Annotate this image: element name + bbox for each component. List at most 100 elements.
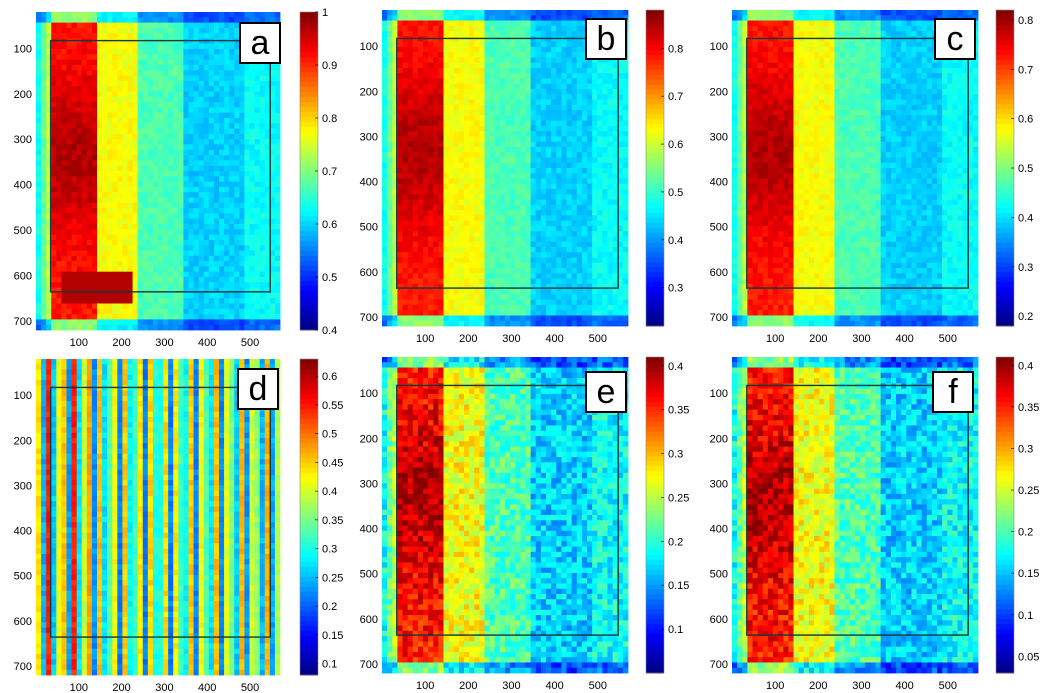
- heatmap-cell: [158, 118, 164, 124]
- heatmap-cell: [56, 282, 62, 288]
- heatmap-cell: [259, 118, 266, 124]
- colorbar-segment: [300, 190, 318, 197]
- heatmap-cell: [56, 22, 62, 29]
- heatmap-cell: [566, 89, 573, 95]
- heatmap-cell: [71, 197, 78, 204]
- heatmap-cell: [520, 41, 526, 48]
- heatmap-cell: [264, 80, 271, 87]
- heatmap-cell: [36, 149, 42, 156]
- heatmap-cell: [112, 12, 118, 18]
- heatmap-cell: [561, 215, 567, 222]
- heatmap-cell: [382, 36, 388, 42]
- heatmap-cell: [152, 33, 159, 39]
- heatmap-cell: [264, 181, 271, 188]
- heatmap-cell: [402, 225, 409, 232]
- heatmap-cell: [264, 319, 271, 326]
- heatmap-cell: [224, 208, 230, 214]
- heatmap-cell: [617, 168, 624, 174]
- heatmap-cell: [474, 10, 480, 16]
- heatmap-cell: [402, 115, 409, 121]
- heatmap-cell: [76, 70, 83, 76]
- heatmap-cell: [97, 133, 103, 140]
- heatmap-cell: [183, 160, 189, 167]
- heatmap-cell: [36, 107, 42, 114]
- heatmap-cell: [269, 271, 276, 278]
- heatmap-cell: [561, 152, 567, 158]
- heatmap-cell: [173, 229, 179, 235]
- heatmap-cell: [269, 266, 276, 273]
- heatmap-cell: [571, 199, 578, 206]
- heatmap-cell: [36, 266, 42, 273]
- heatmap-cell: [597, 131, 603, 137]
- heatmap-cell: [412, 210, 419, 216]
- heatmap-cell: [46, 282, 52, 288]
- heatmap-cell: [117, 245, 123, 251]
- heatmap-cell: [203, 12, 210, 18]
- heatmap-cell: [464, 136, 470, 143]
- heatmap-cell: [269, 123, 276, 129]
- heatmap-cell: [515, 125, 521, 132]
- heatmap-cell: [566, 141, 573, 148]
- heatmap-cell: [81, 213, 88, 220]
- heatmap-cell: [433, 20, 439, 27]
- heatmap-cell: [448, 83, 455, 90]
- heatmap-cell: [203, 234, 210, 241]
- heatmap-cell: [239, 197, 245, 204]
- heatmap-cell: [249, 202, 255, 209]
- heatmap-cell: [592, 168, 598, 174]
- heatmap-cell: [535, 162, 542, 169]
- heatmap-cell: [71, 118, 78, 124]
- heatmap-cell: [474, 199, 480, 206]
- heatmap-cell: [183, 96, 189, 103]
- heatmap-cell: [402, 131, 409, 137]
- heatmap-cell: [602, 115, 608, 121]
- heatmap-cell: [259, 314, 266, 320]
- heatmap-cell: [494, 73, 501, 79]
- heatmap-cell: [46, 197, 52, 204]
- heatmap-cell: [193, 171, 200, 177]
- heatmap-cell: [571, 46, 578, 53]
- heatmap-cell: [566, 173, 573, 179]
- heatmap-cell: [525, 141, 532, 148]
- heatmap-cell: [269, 112, 276, 119]
- heatmap-cell: [438, 67, 444, 74]
- heatmap-cell: [453, 220, 460, 227]
- heatmap-cell: [229, 292, 235, 299]
- heatmap-cell: [259, 17, 266, 23]
- heatmap-cell: [443, 157, 450, 164]
- heatmap-cell: [453, 131, 460, 137]
- heatmap-cell: [515, 204, 521, 211]
- heatmap-cell: [208, 33, 215, 39]
- heatmap-cell: [51, 266, 57, 273]
- heatmap-cell: [469, 31, 475, 37]
- heatmap-cell: [387, 183, 393, 190]
- heatmap-cell: [453, 89, 460, 95]
- heatmap-cell: [132, 91, 139, 98]
- heatmap-cell: [36, 27, 42, 34]
- heatmap-cell: [494, 152, 501, 158]
- heatmap-cell: [602, 83, 608, 90]
- heatmap-cell: [66, 160, 72, 167]
- heatmap-cell: [213, 107, 220, 114]
- heatmap-cell: [433, 89, 439, 95]
- heatmap-cell: [239, 12, 245, 18]
- heatmap-cell: [107, 54, 113, 61]
- heatmap-cell: [402, 157, 409, 164]
- colorbar-segment: [300, 230, 318, 237]
- heatmap-cell: [183, 224, 189, 230]
- heatmap-cell: [274, 287, 281, 294]
- heatmap-cell: [147, 27, 154, 34]
- heatmap-cell: [254, 65, 261, 71]
- heatmap-cell: [152, 59, 159, 66]
- heatmap-cell: [489, 157, 496, 164]
- heatmap-cell: [213, 298, 220, 304]
- heatmap-cell: [566, 10, 573, 16]
- heatmap-cell: [142, 250, 149, 257]
- heatmap-cell: [607, 99, 614, 106]
- heatmap-cell: [561, 115, 567, 121]
- heatmap-cell: [515, 189, 521, 195]
- heatmap-cell: [152, 255, 159, 262]
- heatmap-cell: [117, 319, 123, 326]
- heatmap-cell: [525, 67, 532, 74]
- heatmap-cell: [274, 128, 281, 135]
